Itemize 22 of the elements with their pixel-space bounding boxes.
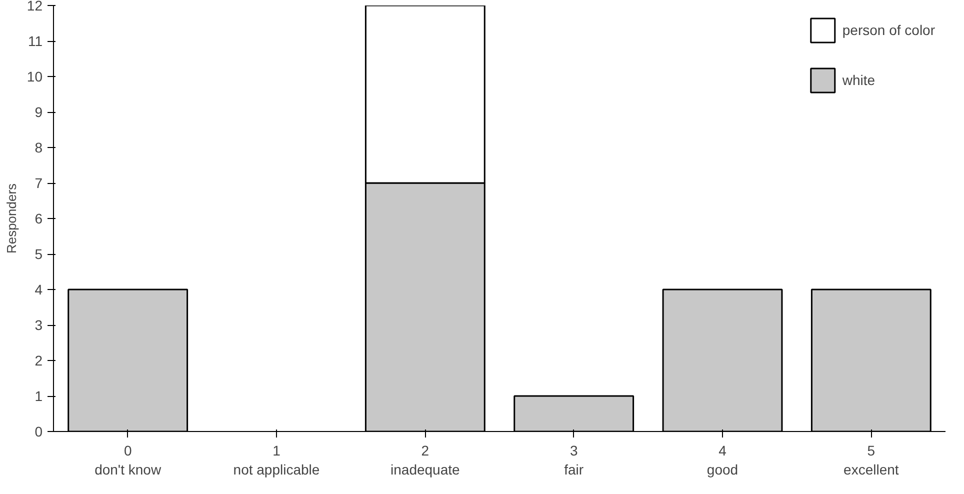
x-tick-label: 4 good: [706, 442, 738, 478]
y-axis-title: Responders: [4, 182, 19, 254]
y-tick-label: 8: [34, 140, 43, 156]
y-tick-label: 1: [34, 388, 43, 404]
x-tick-label: 3 fair: [564, 442, 584, 478]
x-tick-label: 0 don't know: [94, 442, 162, 478]
y-tick-label: 7: [34, 175, 43, 191]
y-tick-label: 0: [34, 424, 43, 440]
y-tick-label: 3: [34, 317, 43, 333]
y-tick-label: 6: [34, 210, 43, 226]
y-tick-label: 11: [28, 33, 43, 49]
x-tick-label: 1 not applicable: [233, 442, 320, 478]
y-tick-label: 10: [26, 68, 43, 84]
y-tick-label: 12: [26, 0, 43, 14]
legend-label: white: [842, 72, 876, 88]
x-tick-label: 5 excellent: [844, 442, 899, 478]
legend-label: person of color: [842, 22, 935, 38]
y-tick-label: 5: [34, 246, 43, 262]
y-tick-label: 4: [34, 282, 43, 298]
y-tick-label: 2: [34, 352, 43, 368]
x-tick-label: 2 inadequate: [390, 442, 460, 478]
y-tick-label: 9: [34, 104, 43, 120]
